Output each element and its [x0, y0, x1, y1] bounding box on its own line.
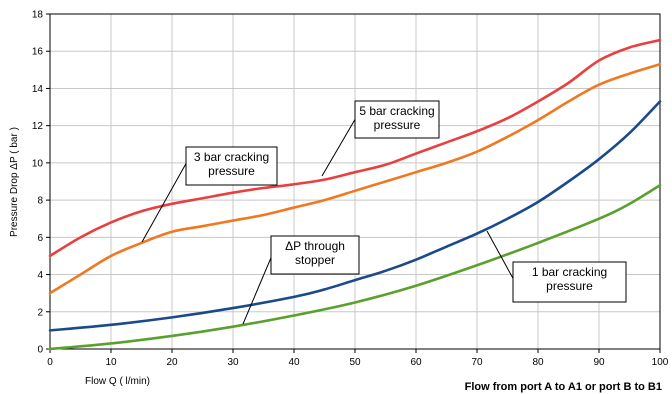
leader-line	[242, 252, 274, 325]
x-tick-label: 60	[410, 357, 422, 368]
x-tick-label: 100	[652, 357, 669, 368]
series-lines	[48, 38, 662, 351]
x-tick-label: 40	[288, 357, 300, 368]
x-tick-label: 80	[532, 357, 544, 368]
series-line-4	[48, 183, 662, 351]
x-tick-label: 0	[47, 357, 53, 368]
annotation-text: 1 bar cracking	[532, 265, 607, 279]
y-tick-label: 8	[37, 196, 43, 207]
leader-line	[486, 230, 516, 283]
series-line-2	[48, 62, 662, 295]
y-tick-label: 10	[32, 158, 44, 169]
y-tick-label: 2	[37, 307, 43, 318]
x-tick-label: 90	[593, 357, 605, 368]
series-line-1	[48, 38, 662, 258]
annotation-text: pressure	[546, 279, 593, 293]
annotation-text: 5 bar cracking	[359, 104, 434, 118]
annotation-text: pressure	[374, 118, 421, 132]
annotation-text: stopper	[295, 253, 335, 267]
annotation-text: 3 bar cracking	[194, 150, 269, 164]
annotation-box	[354, 100, 440, 139]
footer-flow-label: Flow from port A to A1 or port B to B1	[465, 381, 662, 393]
x-tick-label: 10	[105, 357, 117, 368]
leader-line	[141, 159, 189, 243]
x-tick-label: 30	[227, 357, 239, 368]
axes	[46, 13, 661, 353]
annotation-box	[185, 146, 278, 186]
annotation-text: pressure	[208, 164, 255, 178]
annotation-box	[270, 235, 360, 275]
x-tick-label: 20	[166, 357, 178, 368]
y-tick-label: 6	[37, 233, 43, 244]
y-tick-label: 4	[37, 270, 43, 281]
tick-labels: 0 10 20 30 40 50 60 70 80 90 100 0 2 4 6 8 10 12 14 16 18	[32, 10, 669, 369]
y-tick-label: 12	[32, 121, 44, 132]
y-tick-label: 0	[37, 345, 43, 356]
y-tick-label: 16	[32, 47, 44, 58]
annotation-box	[512, 261, 627, 303]
x-axis-label: Flow Q ( l/min)	[85, 376, 150, 387]
annotation-text: ΔP through	[285, 239, 345, 253]
y-tick-label: 14	[32, 84, 44, 95]
leader-line	[321, 115, 358, 177]
series-line-3	[48, 100, 662, 332]
x-tick-label: 70	[471, 357, 483, 368]
x-tick-label: 50	[349, 357, 361, 368]
y-tick-label: 18	[32, 10, 44, 21]
y-axis-label: Pressure Drop ΔP ( bar )	[9, 127, 20, 237]
